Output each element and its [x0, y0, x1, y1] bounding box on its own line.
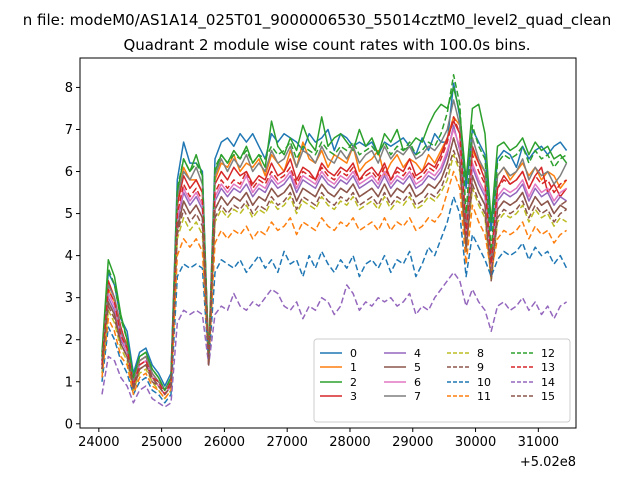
series-line-12 [101, 74, 568, 391]
x-tick-label: 31000 [518, 435, 559, 450]
x-tick-label: 30000 [455, 435, 496, 450]
legend-label-0: 0 [350, 347, 357, 360]
legend-label-5: 5 [414, 361, 421, 374]
legend-label-3: 3 [350, 390, 357, 403]
series-line-2 [101, 86, 568, 391]
y-tick-label: 7 [65, 123, 73, 138]
legend-label-10: 10 [477, 376, 491, 389]
legend-label-8: 8 [477, 347, 484, 360]
x-tick-label: 26000 [204, 435, 245, 450]
y-tick-label: 6 [65, 165, 73, 180]
chart-title: Quadrant 2 module wise count rates with … [123, 36, 530, 54]
legend-label-12: 12 [541, 347, 555, 360]
legend-label-2: 2 [350, 376, 357, 389]
legend-label-11: 11 [477, 390, 491, 403]
legend-frame [313, 338, 571, 423]
plot-frame [79, 57, 577, 429]
y-tick-label: 2 [65, 333, 73, 348]
x-tick-label: 28000 [329, 435, 370, 450]
x-axis: 24000 25000 26000 27000 28000 29000 30000 31000 [78, 428, 559, 450]
legend-label-6: 6 [414, 376, 421, 389]
series-line-0 [101, 82, 568, 387]
series-line-11 [101, 170, 568, 400]
series-line-9 [101, 149, 568, 396]
x-tick-label: 25000 [141, 435, 182, 450]
x-axis-offset-label: +5.02e8 [520, 455, 576, 470]
y-tick-label: 1 [65, 375, 73, 390]
y-tick-label: 4 [65, 249, 73, 264]
legend-label-14: 14 [541, 376, 555, 389]
legend-label-9: 9 [477, 361, 484, 374]
series-line-15 [101, 137, 568, 396]
x-tick-label: 24000 [78, 435, 119, 450]
y-tick-label: 0 [65, 417, 73, 432]
x-tick-label: 29000 [392, 435, 433, 450]
y-axis: 0 1 2 3 4 5 6 7 8 [65, 81, 80, 432]
x-tick-label: 27000 [267, 435, 308, 450]
y-tick-label: 5 [65, 207, 73, 222]
series-layer [101, 74, 568, 408]
figure-suptitle: n file: modeM0/AS1A14_025T01_9000006530_… [23, 11, 612, 30]
y-tick-label: 8 [65, 81, 73, 96]
legend-label-4: 4 [414, 347, 421, 360]
legend-label-7: 7 [414, 390, 421, 403]
legend-label-15: 15 [541, 390, 555, 403]
y-tick-label: 3 [65, 291, 73, 306]
series-line-13 [101, 116, 568, 396]
legend-label-1: 1 [350, 361, 357, 374]
series-line-10 [101, 195, 568, 404]
series-line-14 [101, 271, 568, 408]
legend-label-13: 13 [541, 361, 555, 374]
